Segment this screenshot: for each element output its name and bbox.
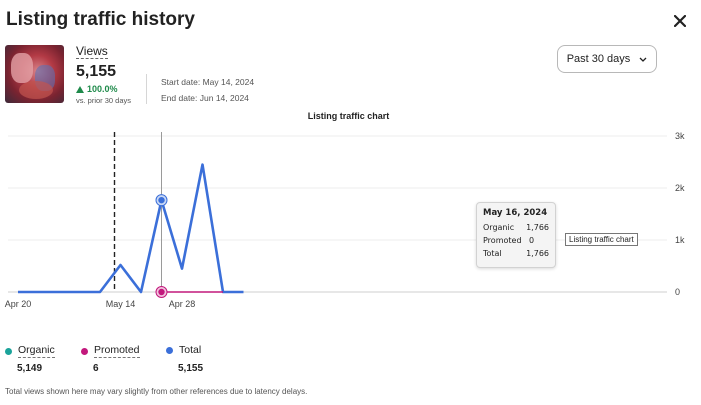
chart-hover-label: Listing traffic chart <box>565 233 638 246</box>
organic-dot-icon <box>5 347 12 355</box>
tooltip-row-promoted: Promoted 0 <box>483 234 549 247</box>
total-dot-icon <box>166 347 173 354</box>
vs-prior-label: vs. prior 30 days <box>76 96 132 105</box>
views-change: 100.0% <box>76 84 118 94</box>
modal-title: Listing traffic history <box>6 9 195 30</box>
tooltip-row-value: 0 <box>529 236 535 245</box>
legend-organic[interactable]: Organic <box>5 344 55 358</box>
chart-title: Listing traffic chart <box>307 111 390 121</box>
listing-thumbnail <box>5 45 64 103</box>
tooltip-date: May 16, 2024 <box>483 208 548 218</box>
tooltip-row-total: Total 1,766 <box>483 247 549 260</box>
tooltip-row-label: Organic <box>483 223 515 232</box>
legend-promoted[interactable]: Promoted <box>81 344 140 358</box>
x-tick-label: Apr 20 <box>5 299 32 309</box>
tooltip-row-label: Total <box>483 249 502 258</box>
promoted-dot-icon <box>81 347 88 355</box>
hover-point-total <box>158 196 165 204</box>
views-change-value: 100.0% <box>87 84 118 94</box>
legend-promoted-label: Promoted <box>94 344 140 358</box>
close-button[interactable] <box>666 7 694 35</box>
end-date: End date: Jun 14, 2024 <box>161 93 249 103</box>
close-icon <box>674 15 686 27</box>
views-label[interactable]: Views <box>76 44 108 59</box>
y-tick-label: 2k <box>675 183 685 193</box>
legend-total[interactable]: Total <box>166 344 201 357</box>
hover-point-promoted <box>158 288 165 296</box>
tooltip-row-value: 1,766 <box>526 223 549 232</box>
series-line-total <box>18 163 244 294</box>
latency-footnote: Total views shown here may vary slightly… <box>5 387 308 396</box>
chart-tooltip: May 16, 2024 Organic 1,766 Promoted 0 To… <box>476 202 556 268</box>
start-date: Start date: May 14, 2024 <box>161 77 255 87</box>
y-tick-label: 3k <box>675 131 685 141</box>
legend-total-value: 5,155 <box>178 363 204 374</box>
tooltip-row-organic: Organic 1,766 <box>483 221 549 234</box>
legend-total-label: Total <box>179 344 202 356</box>
triangle-up-icon <box>76 85 84 93</box>
metric-divider <box>146 74 147 104</box>
period-select[interactable]: Past 30 days <box>557 45 657 73</box>
period-select-value: Past 30 days <box>566 53 631 65</box>
x-tick-label: Apr 28 <box>169 299 196 309</box>
legend-organic-value: 5,149 <box>17 363 43 374</box>
y-tick-label: 0 <box>675 287 680 297</box>
chevron-down-icon <box>639 57 647 62</box>
y-tick-label: 1k <box>675 235 685 245</box>
legend-organic-label: Organic <box>18 344 55 358</box>
tooltip-row-value: 1,766 <box>526 249 549 258</box>
views-value: 5,155 <box>76 63 117 80</box>
legend-promoted-value: 6 <box>93 363 99 374</box>
tooltip-row-label: Promoted <box>483 236 522 245</box>
x-tick-label: May 14 <box>106 299 136 309</box>
